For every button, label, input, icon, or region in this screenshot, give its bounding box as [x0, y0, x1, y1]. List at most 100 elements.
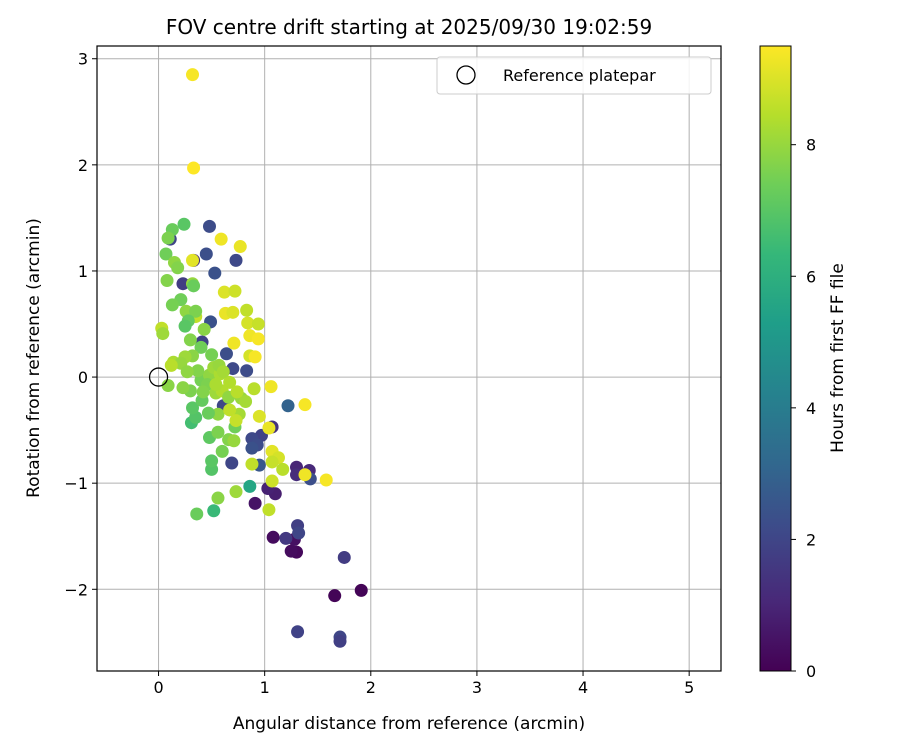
chart-title: FOV centre drift starting at 2025/09/30 … — [166, 15, 652, 39]
x-tick-label: 1 — [260, 678, 270, 697]
y-tick-label: 2 — [78, 156, 88, 175]
data-point — [233, 240, 247, 254]
colorbar: 0 2 4 6 8 Hours from first FF file — [759, 45, 848, 681]
data-point — [178, 319, 192, 333]
colorbar-tick-label: 0 — [806, 662, 816, 681]
data-point — [171, 261, 185, 275]
data-point — [319, 473, 333, 487]
data-point — [291, 625, 305, 639]
data-point — [186, 68, 200, 82]
data-point — [159, 247, 173, 261]
data-point — [161, 379, 175, 393]
data-point — [227, 336, 241, 350]
data-point — [156, 327, 170, 341]
data-point — [262, 421, 276, 435]
data-point — [183, 333, 197, 347]
y-tick-label: 1 — [78, 262, 88, 281]
data-point — [180, 365, 194, 379]
legend-box — [436, 56, 712, 95]
data-point — [229, 414, 243, 428]
data-point — [223, 375, 237, 389]
data-point — [251, 332, 265, 346]
data-point — [281, 399, 295, 413]
colorbar-tick-label: 2 — [806, 530, 816, 549]
plot-frame — [96, 45, 722, 672]
data-point — [229, 253, 243, 267]
data-point — [243, 479, 257, 493]
data-point — [214, 232, 228, 246]
y-axis-label: Rotation from reference (arcmin) — [24, 218, 44, 498]
data-point — [219, 347, 233, 361]
data-point — [223, 403, 237, 417]
data-point — [209, 377, 223, 391]
x-tick-label: 2 — [366, 678, 376, 697]
data-point — [292, 526, 306, 540]
data-point — [205, 454, 219, 468]
data-point — [177, 217, 191, 231]
data-point — [187, 279, 201, 293]
data-point — [186, 401, 200, 415]
data-point — [333, 634, 347, 648]
data-point — [248, 350, 262, 364]
colorbar-tick-label: 4 — [806, 399, 816, 418]
colorbar-tick-label: 8 — [806, 136, 816, 155]
data-point — [248, 496, 262, 510]
data-point — [265, 474, 279, 488]
y-tick-label: 3 — [78, 50, 88, 69]
data-point — [211, 407, 225, 421]
data-point — [265, 455, 279, 469]
data-point — [240, 303, 254, 317]
data-point — [245, 441, 259, 455]
y-tick-label: 0 — [78, 368, 88, 387]
data-point — [199, 247, 213, 261]
data-point — [190, 507, 204, 521]
data-points — [155, 68, 368, 648]
data-point — [191, 364, 205, 378]
data-point — [187, 161, 201, 175]
data-point — [208, 266, 222, 280]
x-axis-ticks: 0 1 2 3 4 5 — [153, 671, 694, 697]
data-point — [176, 277, 190, 291]
x-tick-label: 4 — [578, 678, 588, 697]
data-point — [228, 284, 242, 298]
colorbar-tick-label: 6 — [806, 267, 816, 286]
y-axis-ticks: −2 −1 0 1 2 3 — [64, 50, 97, 599]
data-point — [161, 231, 175, 245]
data-point — [160, 274, 174, 288]
data-point — [264, 380, 278, 394]
data-point — [226, 305, 240, 319]
data-point — [205, 348, 219, 362]
data-point — [276, 462, 290, 476]
legend: Reference platepar — [436, 56, 712, 95]
data-point — [239, 394, 253, 408]
data-point — [196, 385, 210, 399]
data-point — [328, 589, 342, 603]
data-point — [217, 285, 231, 299]
legend-marker-hollow-circle — [456, 65, 476, 85]
data-point — [262, 503, 276, 517]
data-point — [279, 531, 293, 545]
data-point — [298, 398, 312, 412]
data-point — [176, 381, 190, 395]
data-point — [189, 304, 203, 318]
x-tick-label: 0 — [153, 678, 163, 697]
data-point — [245, 457, 259, 471]
data-point — [202, 219, 216, 233]
data-point — [216, 365, 230, 379]
data-point — [240, 364, 254, 378]
data-point — [230, 385, 244, 399]
data-point — [241, 316, 255, 330]
colorbar-label: Hours from first FF file — [828, 263, 848, 453]
data-point — [186, 253, 200, 267]
data-point — [298, 468, 312, 482]
y-tick-label: −2 — [64, 580, 88, 599]
data-point — [252, 409, 266, 423]
data-point — [215, 444, 229, 458]
y-tick-label: −1 — [64, 474, 88, 493]
data-point — [337, 550, 351, 564]
data-point — [201, 406, 215, 420]
data-point — [164, 358, 178, 372]
x-tick-label: 5 — [684, 678, 694, 697]
data-point — [227, 434, 241, 448]
